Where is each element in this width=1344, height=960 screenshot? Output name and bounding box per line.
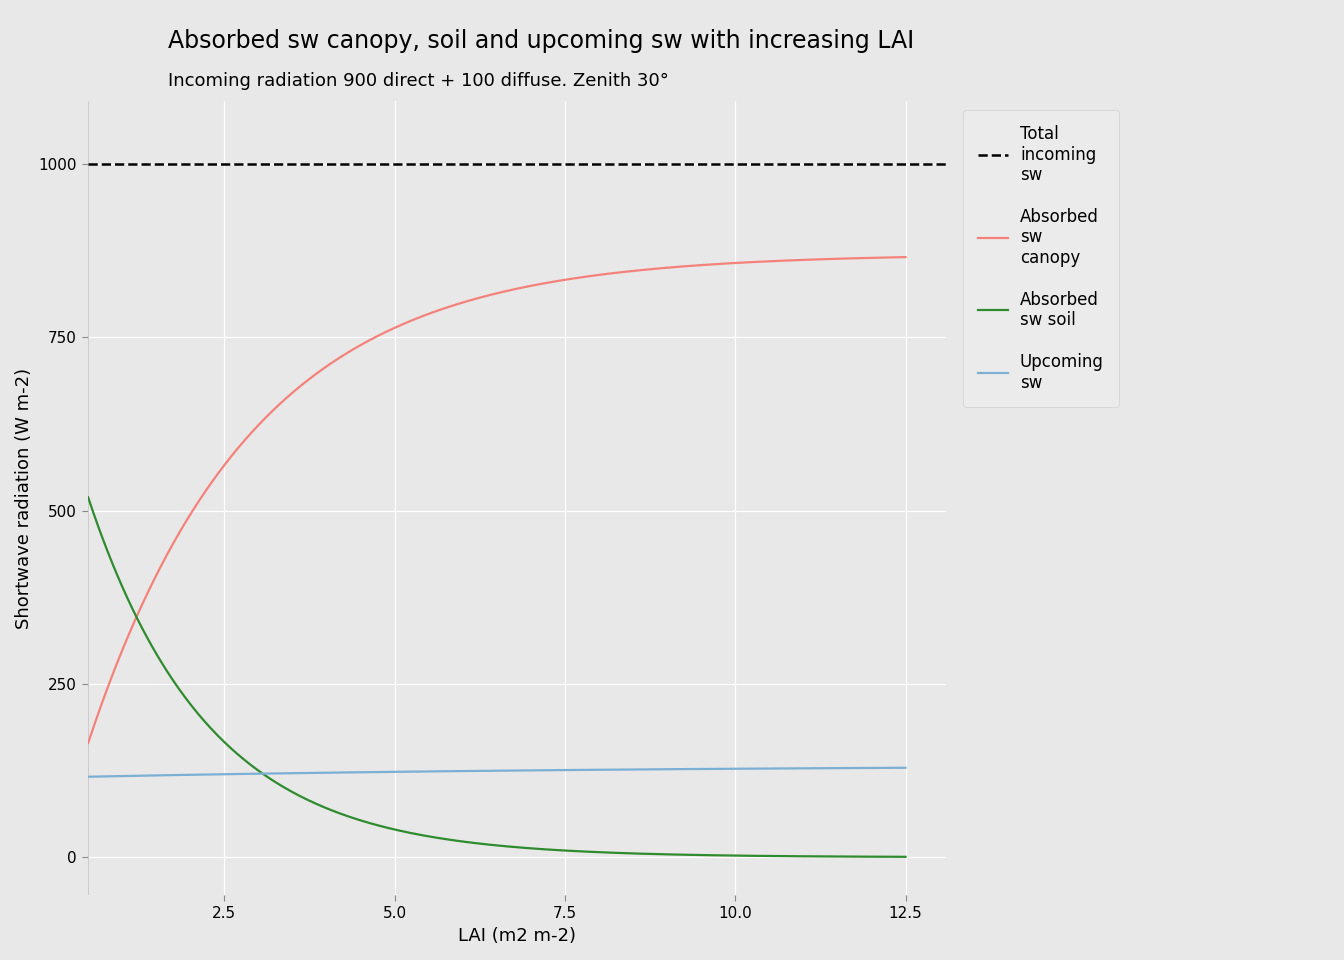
- Legend: Total
incoming
sw, Absorbed
sw
canopy, Absorbed
sw soil, Upcoming
sw: Total incoming sw, Absorbed sw canopy, A…: [964, 109, 1118, 406]
- X-axis label: LAI (m2 m-2): LAI (m2 m-2): [458, 927, 577, 945]
- Text: Absorbed sw canopy, soil and upcoming sw with increasing LAI: Absorbed sw canopy, soil and upcoming sw…: [168, 29, 914, 53]
- Y-axis label: Shortwave radiation (W m-2): Shortwave radiation (W m-2): [15, 368, 34, 629]
- Text: Incoming radiation 900 direct + 100 diffuse. Zenith 30°: Incoming radiation 900 direct + 100 diff…: [168, 72, 669, 90]
